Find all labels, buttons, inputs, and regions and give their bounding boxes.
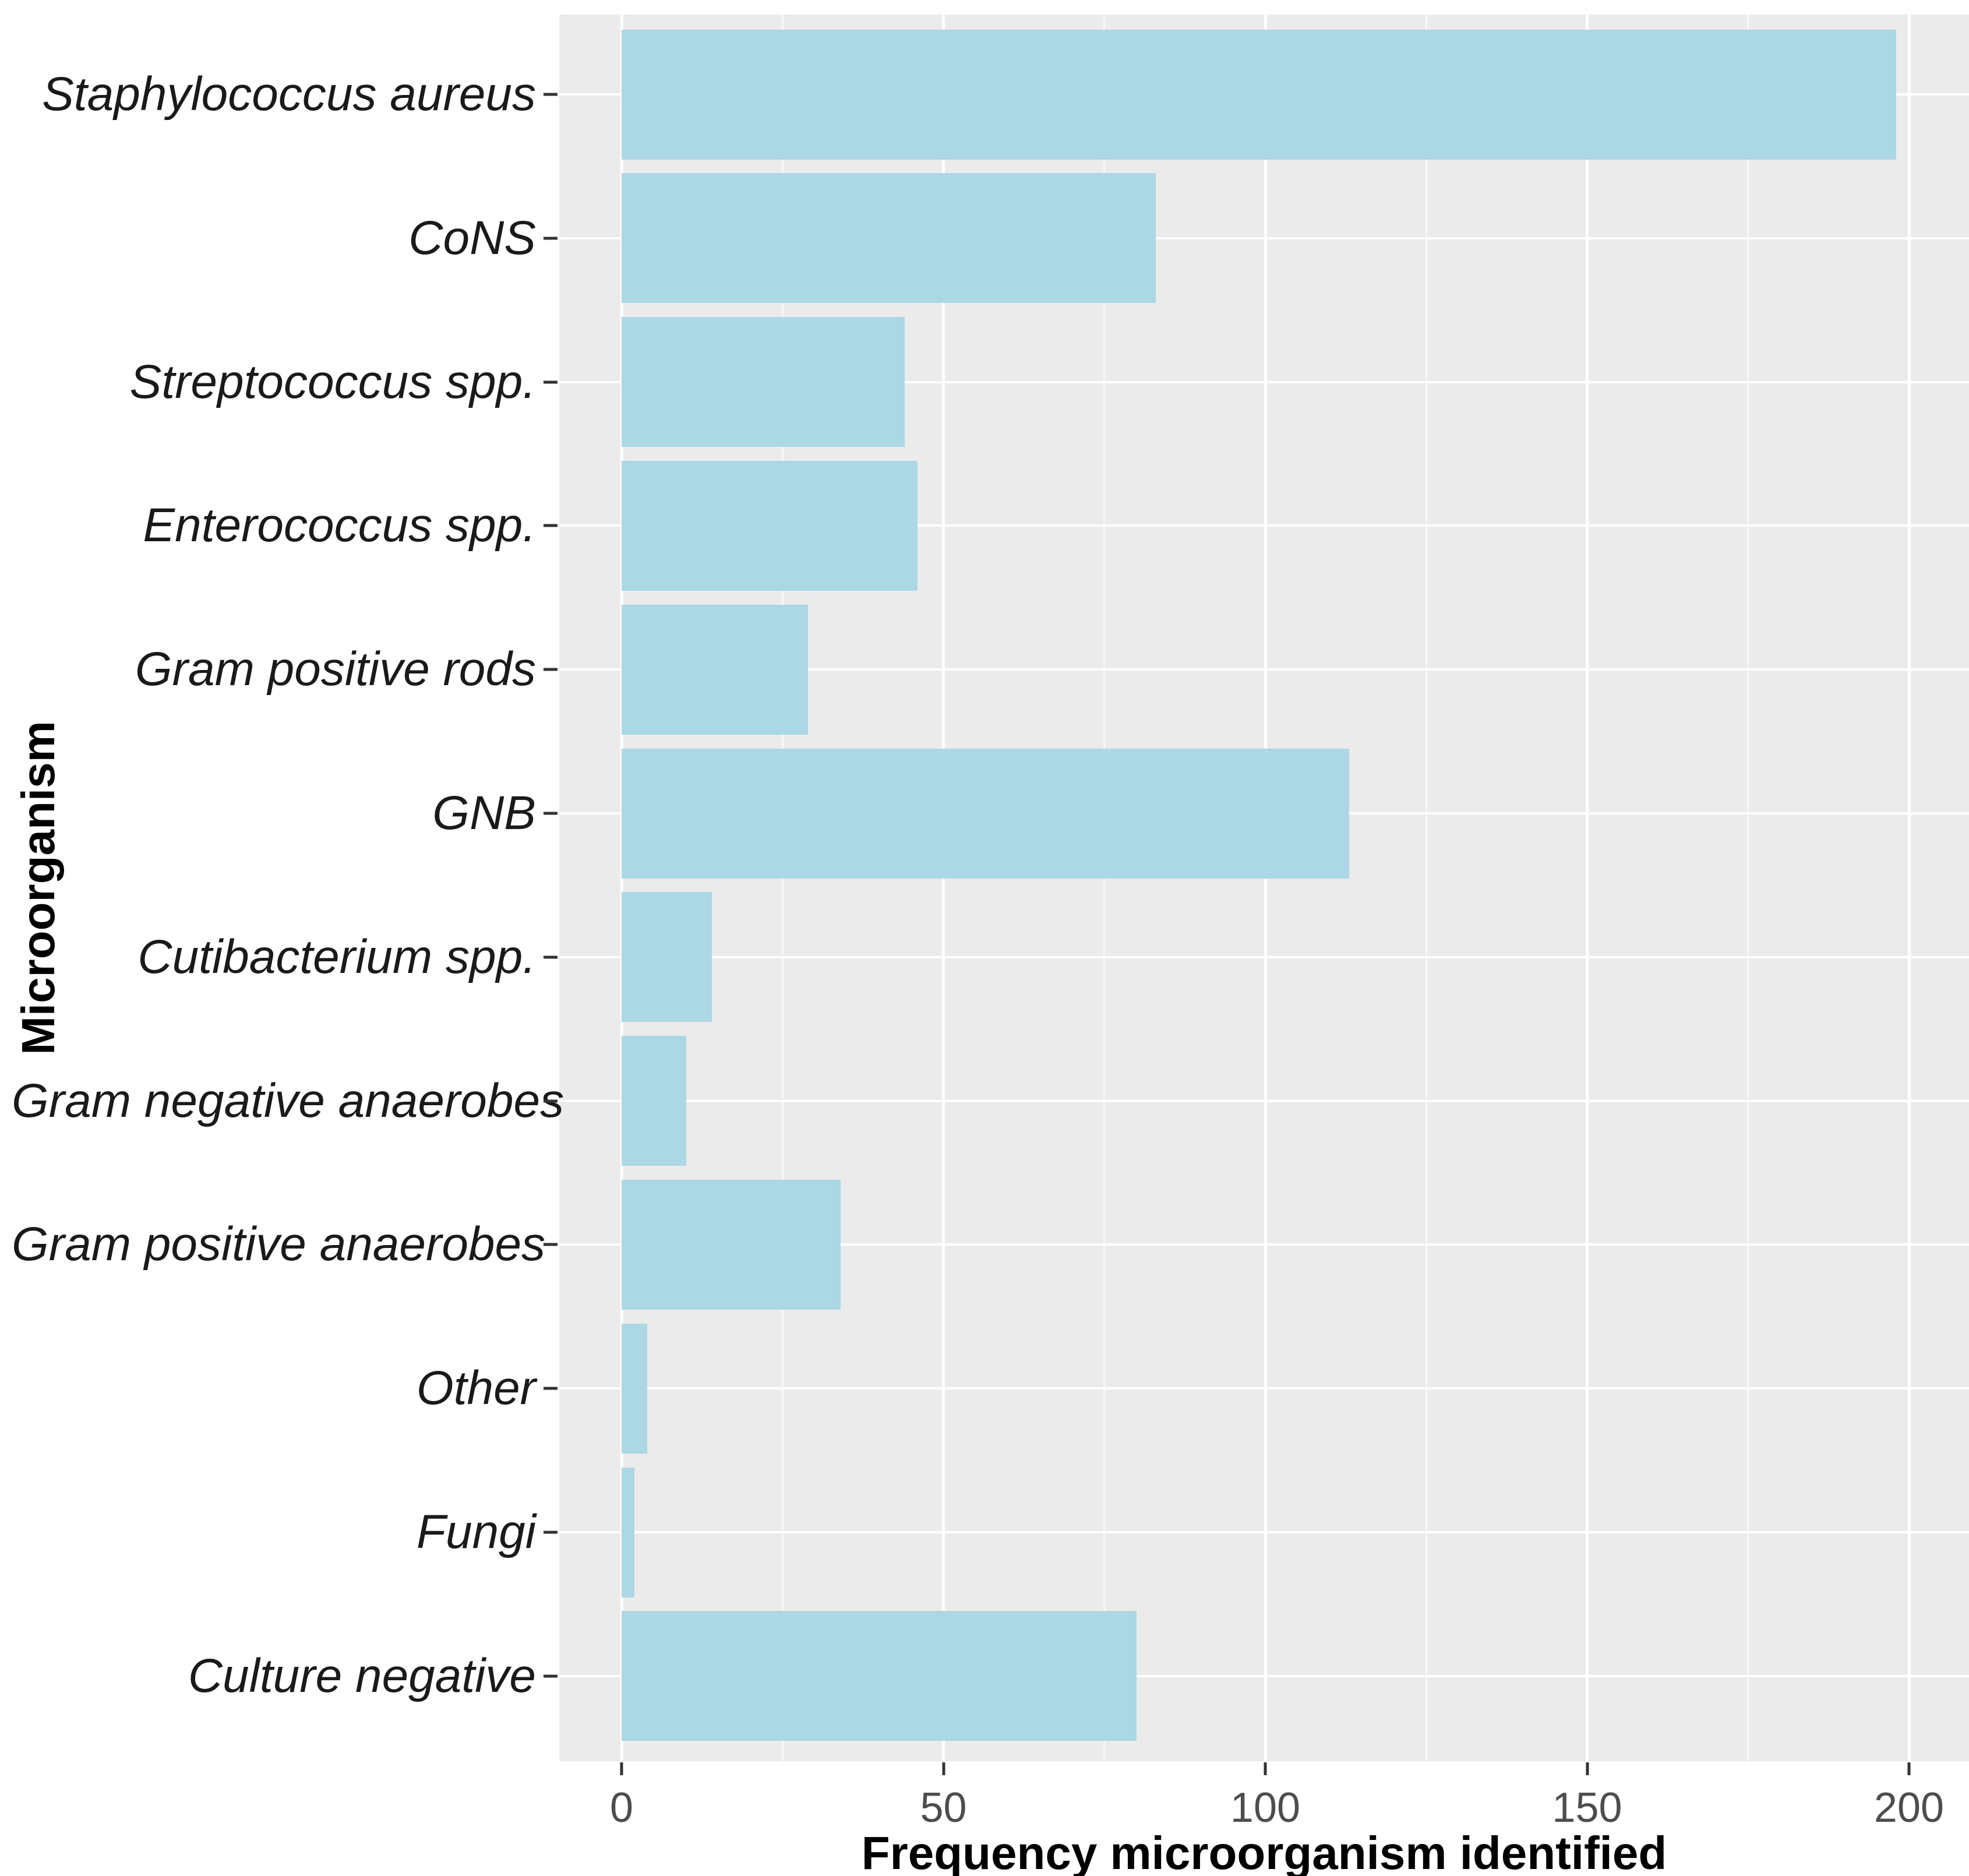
major-gridline-x-100 xyxy=(1264,15,1267,1761)
gridline-y-10 xyxy=(559,1531,1969,1533)
bar-cutibacterium-spp xyxy=(622,892,712,1022)
x-tick-label-200: 200 xyxy=(1873,1785,1945,1831)
x-tick-label-0: 0 xyxy=(609,1785,634,1831)
bar-culture-negative xyxy=(622,1611,1137,1741)
gridline-y-9 xyxy=(559,1387,1969,1390)
y-category-label-3: Enterococcus spp. xyxy=(143,499,536,552)
y-category-label-0: Staphylococcus aureus xyxy=(42,68,536,121)
y-tick-mark-11 xyxy=(544,1674,557,1678)
y-tick-mark-6 xyxy=(544,955,557,959)
x-tick-mark-150 xyxy=(1586,1762,1589,1775)
bar-enterococcus-spp xyxy=(622,460,918,591)
y-category-label-2: Streptococcus spp. xyxy=(129,355,536,408)
bar-gram-positive-anaerobes xyxy=(622,1179,841,1310)
y-category-label-9: Other xyxy=(416,1362,536,1415)
y-category-label-5: GNB xyxy=(432,787,536,840)
x-tick-label-50: 50 xyxy=(920,1785,967,1831)
bar-cons xyxy=(622,173,1156,304)
y-category-label-10: Fungi xyxy=(416,1505,536,1558)
major-gridline-x-150 xyxy=(1586,15,1589,1761)
bar-gnb xyxy=(622,748,1349,879)
y-category-label-1: CoNS xyxy=(408,211,536,265)
y-category-label-7: Gram negative anaerobes xyxy=(12,1074,564,1127)
gridline-y-2 xyxy=(559,380,1969,383)
y-tick-mark-5 xyxy=(544,812,557,815)
minor-gridline-x-125 xyxy=(1425,15,1427,1761)
y-tick-mark-0 xyxy=(544,93,557,96)
y-category-label-4: Gram positive rods xyxy=(135,643,536,696)
gridline-y-4 xyxy=(559,668,1969,671)
bar-fungi xyxy=(622,1467,635,1598)
bar-gram-negative-anaerobes xyxy=(622,1036,686,1166)
major-gridline-x-0 xyxy=(620,15,623,1761)
x-tick-mark-50 xyxy=(942,1762,945,1775)
bar-streptococcus-spp xyxy=(622,317,905,447)
y-tick-mark-3 xyxy=(544,524,557,527)
x-tick-label-150: 150 xyxy=(1552,1785,1622,1831)
y-tick-mark-9 xyxy=(544,1387,557,1390)
y-tick-mark-2 xyxy=(544,380,557,384)
minor-gridline-x-25 xyxy=(781,15,784,1761)
gridline-y-1 xyxy=(559,237,1969,239)
y-tick-mark-4 xyxy=(544,668,557,671)
minor-gridline-x-75 xyxy=(1103,15,1106,1761)
x-axis-title: Frequency microorganism identified xyxy=(861,1827,1667,1876)
x-tick-mark-100 xyxy=(1264,1762,1267,1775)
major-gridline-x-50 xyxy=(942,15,945,1761)
minor-gridline-x-175 xyxy=(1747,15,1749,1761)
gridline-y-6 xyxy=(559,955,1969,958)
major-gridline-x-200 xyxy=(1907,15,1911,1761)
y-tick-mark-7 xyxy=(544,1099,557,1103)
gridline-y-8 xyxy=(559,1243,1969,1246)
plot-panel xyxy=(559,15,1969,1761)
y-tick-mark-1 xyxy=(544,237,557,240)
y-category-label-6: Cutibacterium spp. xyxy=(137,930,536,983)
gridline-y-3 xyxy=(559,524,1969,527)
x-tick-mark-200 xyxy=(1907,1762,1911,1775)
y-category-label-8: Gram positive anaerobes xyxy=(12,1218,546,1271)
gridline-y-11 xyxy=(559,1674,1969,1677)
bar-gram-positive-rods xyxy=(622,604,809,735)
x-tick-label-100: 100 xyxy=(1230,1785,1301,1831)
y-axis-title-text: Microorganism xyxy=(12,721,64,1055)
y-tick-mark-8 xyxy=(544,1243,557,1246)
bar-staphylococcus-aureus xyxy=(622,29,1896,160)
y-tick-mark-10 xyxy=(544,1531,557,1534)
x-tick-mark-0 xyxy=(620,1762,623,1775)
y-category-label-11: Culture negative xyxy=(188,1649,536,1702)
bar-other xyxy=(622,1323,648,1454)
gridline-y-7 xyxy=(559,1099,1969,1102)
